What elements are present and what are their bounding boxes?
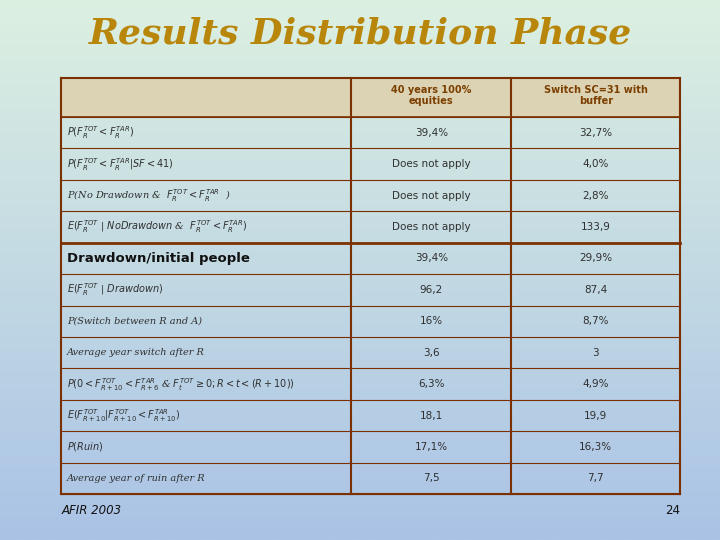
Text: Does not apply: Does not apply — [392, 159, 471, 169]
Text: 19,9: 19,9 — [584, 410, 608, 421]
Text: 7,5: 7,5 — [423, 474, 440, 483]
Text: 96,2: 96,2 — [420, 285, 443, 295]
Text: 7,7: 7,7 — [588, 474, 604, 483]
Text: Results Distribution Phase: Results Distribution Phase — [89, 17, 631, 50]
Text: Does not apply: Does not apply — [392, 191, 471, 200]
Text: 133,9: 133,9 — [581, 222, 611, 232]
Text: 2,8%: 2,8% — [582, 191, 609, 200]
Text: 4,9%: 4,9% — [582, 379, 609, 389]
Text: $P(0 < F_{R+10}^{TOT} < F_{R+6}^{TAR}$ & $F_t^{TOT} \geq 0; R<t<(R+10))$: $P(0 < F_{R+10}^{TOT} < F_{R+6}^{TAR}$ &… — [67, 376, 295, 393]
Bar — [61, 78, 680, 117]
Text: 40 years 100%
equities: 40 years 100% equities — [391, 85, 472, 106]
Text: 24: 24 — [665, 504, 680, 517]
Text: 8,7%: 8,7% — [582, 316, 609, 326]
Text: $E(F_R^{TOT}$ | $Drawdown)$: $E(F_R^{TOT}$ | $Drawdown)$ — [67, 281, 163, 298]
Text: Average year switch after R: Average year switch after R — [67, 348, 205, 357]
Text: 39,4%: 39,4% — [415, 127, 448, 138]
Text: $P(Ruin)$: $P(Ruin)$ — [67, 441, 104, 454]
Text: Switch SC=31 with
buffer: Switch SC=31 with buffer — [544, 85, 648, 106]
Text: AFIR 2003: AFIR 2003 — [61, 504, 122, 517]
Text: $P(F_R^{TOT} < F_R^{TAR} | SF < 41)$: $P(F_R^{TOT} < F_R^{TAR} | SF < 41)$ — [67, 156, 174, 172]
Text: 3: 3 — [593, 348, 599, 357]
Text: 16,3%: 16,3% — [579, 442, 613, 452]
Text: 29,9%: 29,9% — [579, 253, 613, 264]
Text: 4,0%: 4,0% — [582, 159, 609, 169]
Text: 16%: 16% — [420, 316, 443, 326]
Text: 6,3%: 6,3% — [418, 379, 444, 389]
Text: 18,1: 18,1 — [420, 410, 443, 421]
Text: 39,4%: 39,4% — [415, 253, 448, 264]
Text: 32,7%: 32,7% — [579, 127, 613, 138]
Text: Drawdown/initial people: Drawdown/initial people — [67, 252, 250, 265]
Text: 87,4: 87,4 — [584, 285, 608, 295]
Text: Does not apply: Does not apply — [392, 222, 471, 232]
Text: $E(F_R^{TOT}$ | $NoDrawdown$ &  $F_R^{TOT} < F_R^{TAR})$: $E(F_R^{TOT}$ | $NoDrawdown$ & $F_R^{TOT… — [67, 219, 248, 235]
Text: P(Switch between R and A): P(Switch between R and A) — [67, 317, 202, 326]
Text: P(No Drawdown &  $F_R^{TOT} < F_R^{TAR}$  ): P(No Drawdown & $F_R^{TOT} < F_R^{TAR}$ … — [67, 187, 230, 204]
Text: 3,6: 3,6 — [423, 348, 440, 357]
Text: $E(F_{R+10}^{TOT} | F_{R+10}^{TOT} < F_{R+10}^{TAR})$: $E(F_{R+10}^{TOT} | F_{R+10}^{TOT} < F_{… — [67, 407, 181, 424]
Text: $P(F_R^{TOT} < F_R^{TAR})$: $P(F_R^{TOT} < F_R^{TAR})$ — [67, 124, 135, 141]
Text: 17,1%: 17,1% — [415, 442, 448, 452]
Text: Average year of ruin after R: Average year of ruin after R — [67, 474, 206, 483]
